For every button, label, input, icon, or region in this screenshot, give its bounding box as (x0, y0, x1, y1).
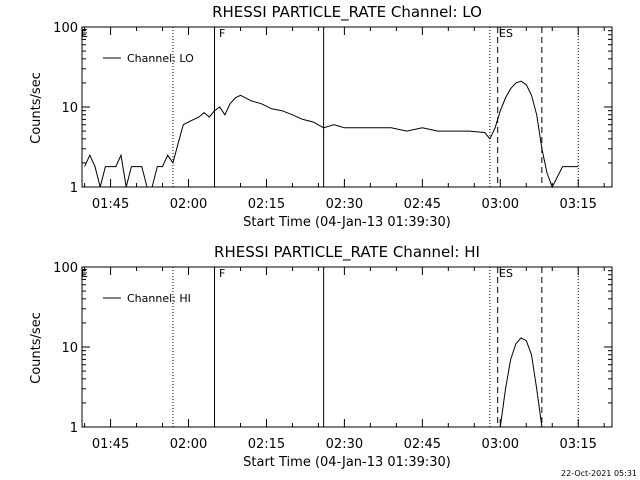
y-tick-label-10-hi: 10 (61, 341, 78, 356)
x-tick-label-3-lo: 02:30 (326, 197, 363, 212)
x-tick-label-4-hi: 02:45 (404, 437, 441, 452)
chart-title-hi: RHESSI PARTICLE_RATE Channel: HI (214, 243, 480, 262)
y-axis-label-lo: Counts/sec (29, 72, 44, 144)
x-tick-label-6-lo: 03:15 (559, 197, 596, 212)
legend-label-hi: Channel: HI (127, 292, 191, 305)
x-tick-label-2-lo: 02:15 (248, 197, 285, 212)
plot-frame-lo (81, 26, 613, 188)
y-axis-label-hi: Counts/sec (29, 312, 44, 384)
x-tick-label-6-hi: 03:15 (559, 437, 596, 452)
series-line-0-hi (499, 337, 543, 428)
render-timestamp: 22-Oct-2021 05:31 (561, 469, 637, 478)
x-tick-label-5-hi: 03:00 (482, 437, 519, 452)
y-tick-label-10-lo: 10 (61, 101, 78, 116)
y-tick-label-100-lo: 100 (53, 21, 78, 36)
flag-label-es-lo: ES (499, 27, 513, 40)
legend-label-lo: Channel: LO (127, 52, 194, 65)
x-tick-label-4-lo: 02:45 (404, 197, 441, 212)
x-tick-label-2-hi: 02:15 (248, 437, 285, 452)
flag-label-e-lo: E (81, 27, 88, 40)
plot-frame-hi (81, 266, 613, 428)
chart-title-lo: RHESSI PARTICLE_RATE Channel: LO (212, 3, 482, 22)
x-axis-label-hi: Start Time (04-Jan-13 01:39:30) (243, 455, 451, 470)
x-tick-label-3-hi: 02:30 (326, 437, 363, 452)
y-tick-label-100-hi: 100 (53, 261, 78, 276)
x-axis-label-lo: Start Time (04-Jan-13 01:39:30) (243, 215, 451, 230)
x-tick-label-1-lo: 02:00 (170, 197, 207, 212)
x-tick-label-0-lo: 01:45 (92, 197, 129, 212)
x-tick-label-1-hi: 02:00 (170, 437, 207, 452)
series-line-0-lo (84, 80, 579, 189)
x-tick-label-0-hi: 01:45 (92, 437, 129, 452)
x-tick-label-5-lo: 03:00 (482, 197, 519, 212)
flag-label-f-hi: F (219, 267, 225, 280)
flag-label-es-hi: ES (499, 267, 513, 280)
y-tick-label-1-hi: 1 (70, 421, 78, 436)
y-tick-label-1-lo: 1 (70, 181, 78, 196)
panel-lo: RHESSI PARTICLE_RATE Channel: LO Start T… (29, 3, 613, 230)
panel-hi: RHESSI PARTICLE_RATE Channel: HI Start T… (29, 243, 613, 470)
flag-label-e-hi: E (81, 267, 88, 280)
flag-label-f-lo: F (219, 27, 225, 40)
